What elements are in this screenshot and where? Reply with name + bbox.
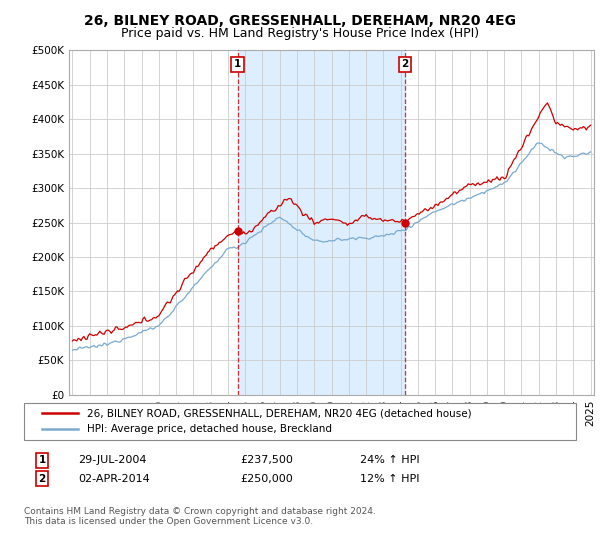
Text: 26, BILNEY ROAD, GRESSENHALL, DEREHAM, NR20 4EG (detached house): 26, BILNEY ROAD, GRESSENHALL, DEREHAM, N…: [87, 408, 472, 418]
Text: 1: 1: [234, 59, 241, 69]
Text: 2: 2: [38, 474, 46, 484]
Text: 26, BILNEY ROAD, GRESSENHALL, DEREHAM, NR20 4EG: 26, BILNEY ROAD, GRESSENHALL, DEREHAM, N…: [84, 14, 516, 28]
Text: 2: 2: [401, 59, 409, 69]
Bar: [238, 50, 405, 395]
Text: 12% ↑ HPI: 12% ↑ HPI: [360, 474, 419, 484]
Text: HPI: Average price, detached house, Breckland: HPI: Average price, detached house, Brec…: [87, 424, 332, 435]
Text: 02-APR-2014: 02-APR-2014: [78, 474, 150, 484]
Text: Contains HM Land Registry data © Crown copyright and database right 2024.
This d: Contains HM Land Registry data © Crown c…: [24, 507, 376, 526]
Text: 29-JUL-2004: 29-JUL-2004: [78, 455, 146, 465]
Text: £250,000: £250,000: [240, 474, 293, 484]
Text: 24% ↑ HPI: 24% ↑ HPI: [360, 455, 419, 465]
Text: 1: 1: [38, 455, 46, 465]
Text: Price paid vs. HM Land Registry's House Price Index (HPI): Price paid vs. HM Land Registry's House …: [121, 27, 479, 40]
Text: £237,500: £237,500: [240, 455, 293, 465]
